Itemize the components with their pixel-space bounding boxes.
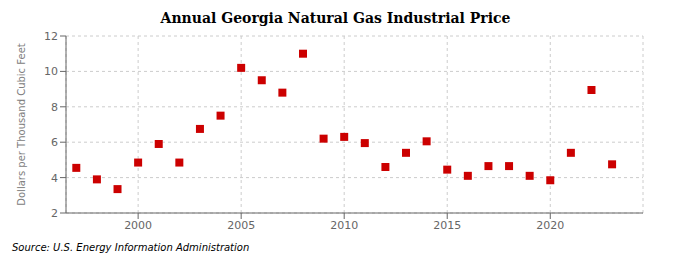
svg-text:10: 10: [44, 65, 58, 78]
html-text:Annual Georgia Natural Gas Ind: Annual Georgia Natural Gas Industrial Pr…: [160, 10, 511, 26]
svg-text:2015: 2015: [433, 219, 461, 232]
html-text:Source: U.S. Energy Informatio: Source: U.S. Energy Information Administ…: [12, 242, 250, 253]
svg-text:8: 8: [51, 101, 58, 114]
svg-text:Dollars per Thousand Cubic Fee: Dollars per Thousand Cubic Feet: [16, 43, 27, 206]
svg-text:2010: 2010: [330, 219, 358, 232]
svg-text:2020: 2020: [536, 219, 564, 232]
svg-text:2: 2: [51, 207, 58, 220]
svg-text:12: 12: [44, 30, 58, 43]
svg-text:2005: 2005: [227, 219, 255, 232]
svg-text:2000: 2000: [124, 219, 152, 232]
svg-text:4: 4: [51, 172, 58, 185]
svg-text:6: 6: [51, 136, 58, 149]
